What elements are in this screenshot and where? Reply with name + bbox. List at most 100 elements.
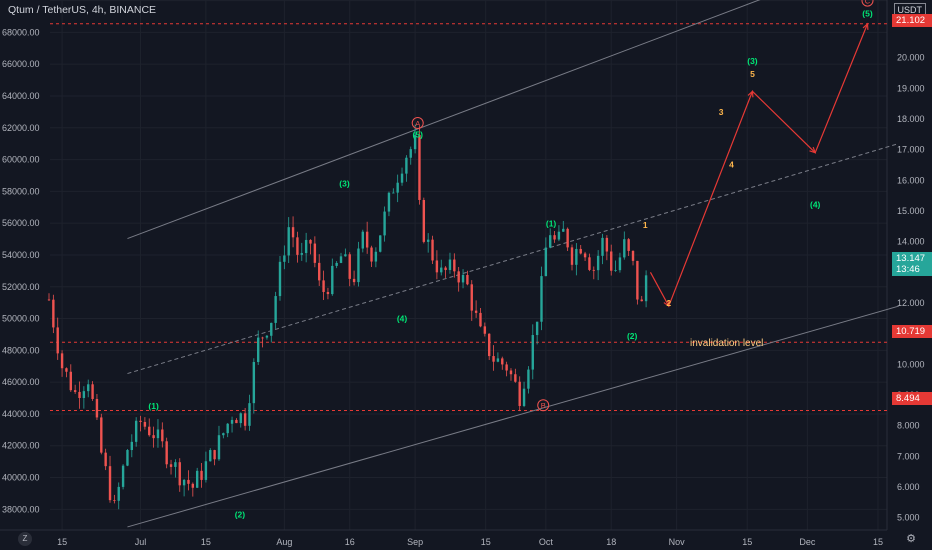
- candle-body: [444, 267, 447, 271]
- candle-body: [496, 358, 500, 362]
- candle-body: [213, 450, 216, 460]
- wave-circle-label: B: [541, 401, 546, 410]
- candle-body: [65, 368, 68, 372]
- candle-body: [322, 280, 325, 292]
- time-axis-label: 15: [201, 537, 211, 547]
- time-axis-label: 16: [345, 537, 355, 547]
- price-tag-top-level: 21.102: [892, 14, 932, 27]
- wave-label: 2: [666, 298, 671, 308]
- right-axis-tick: 17.000: [897, 145, 925, 155]
- time-axis-label: Dec: [799, 537, 816, 547]
- candle-body: [588, 257, 591, 270]
- candle-body: [230, 419, 234, 424]
- candle-body: [261, 337, 264, 339]
- channel-line-lower: [127, 305, 900, 528]
- candle-body: [365, 231, 369, 248]
- candle-body: [601, 237, 604, 256]
- wave-label: (2): [627, 331, 638, 341]
- candle-body: [139, 420, 142, 422]
- candle-body: [466, 274, 469, 285]
- candle-body: [518, 381, 521, 406]
- candle-body: [100, 417, 103, 453]
- candle-body: [121, 465, 125, 487]
- candle-body: [418, 135, 421, 200]
- candle-body: [431, 239, 434, 261]
- candle-body: [553, 235, 556, 240]
- candle-body: [78, 391, 81, 398]
- projection-path: [649, 23, 869, 308]
- candle-body: [73, 390, 77, 392]
- candle-body: [326, 291, 330, 295]
- candle-body: [126, 450, 129, 466]
- right-axis-tick: 6.000: [897, 482, 920, 492]
- candle-body: [274, 296, 277, 323]
- candle-body: [583, 253, 587, 258]
- price-tag-support: 8.494: [892, 392, 932, 405]
- left-axis-tick: 50000.00: [2, 314, 40, 324]
- candle-body: [522, 388, 526, 406]
- candle-body: [217, 435, 221, 460]
- projection-arrowhead: [809, 146, 817, 154]
- candle-body: [117, 486, 120, 501]
- left-axis-tick: 52000.00: [2, 282, 40, 292]
- candle-body: [148, 426, 151, 436]
- wave-label: 5: [750, 69, 755, 79]
- candle-body: [52, 299, 55, 328]
- wave-circle: [411, 117, 424, 130]
- current-price: 13.147: [896, 253, 926, 264]
- candle-body: [174, 462, 177, 467]
- wave-label: (1): [546, 218, 557, 228]
- candle-body: [426, 239, 430, 242]
- candle-body: [435, 260, 439, 273]
- wave-label: (5): [413, 129, 424, 139]
- candle-body: [318, 262, 321, 281]
- candle-body: [344, 254, 347, 257]
- left-axis-tick: 44000.00: [2, 409, 40, 419]
- candle-body: [614, 270, 617, 271]
- candle-body: [95, 398, 99, 418]
- channel-line-middle: [127, 143, 900, 375]
- candle-body: [387, 192, 391, 212]
- candle-body: [143, 421, 147, 427]
- candle-body: [226, 423, 229, 434]
- candle-body: [291, 227, 295, 238]
- projection-arrowhead: [862, 22, 869, 30]
- left-axis-tick: 40000.00: [2, 473, 40, 483]
- candle-body: [60, 353, 64, 369]
- candle-body: [448, 259, 452, 271]
- right-axis-tick: 15.000: [897, 206, 925, 216]
- timezone-z-icon[interactable]: Z: [18, 532, 32, 546]
- candle-body: [243, 413, 247, 426]
- candle-body: [169, 464, 173, 467]
- candle-body: [644, 275, 648, 302]
- candle-body: [108, 466, 112, 501]
- right-axis-tick: 5.000: [897, 513, 920, 523]
- candle-body: [239, 413, 242, 424]
- candle-body: [331, 265, 334, 295]
- wave-label: (2): [235, 509, 246, 519]
- wave-label: (3): [747, 56, 758, 66]
- candle-body: [195, 470, 199, 488]
- left-axis-tick: 60000.00: [2, 155, 40, 165]
- left-axis-tick: 46000.00: [2, 377, 40, 387]
- candle-body: [47, 299, 51, 301]
- candle-body: [457, 271, 460, 283]
- wave-circle-label: C: [865, 0, 871, 6]
- candle-body: [82, 391, 86, 398]
- time-axis-label: Aug: [276, 537, 292, 547]
- candle-body: [557, 231, 561, 240]
- gear-icon[interactable]: ⚙: [906, 533, 916, 545]
- candle-body: [610, 251, 613, 271]
- candle-body: [379, 235, 382, 252]
- candle-body: [152, 435, 155, 439]
- candle-body: [579, 248, 582, 254]
- right-axis-tick: 8.000: [897, 421, 920, 431]
- projection-arrowhead: [663, 300, 670, 308]
- candle-body: [527, 369, 530, 389]
- wave-label: (4): [397, 314, 408, 324]
- candle-body: [544, 247, 548, 277]
- time-axis-label: 15: [57, 537, 67, 547]
- candle-body: [618, 257, 622, 271]
